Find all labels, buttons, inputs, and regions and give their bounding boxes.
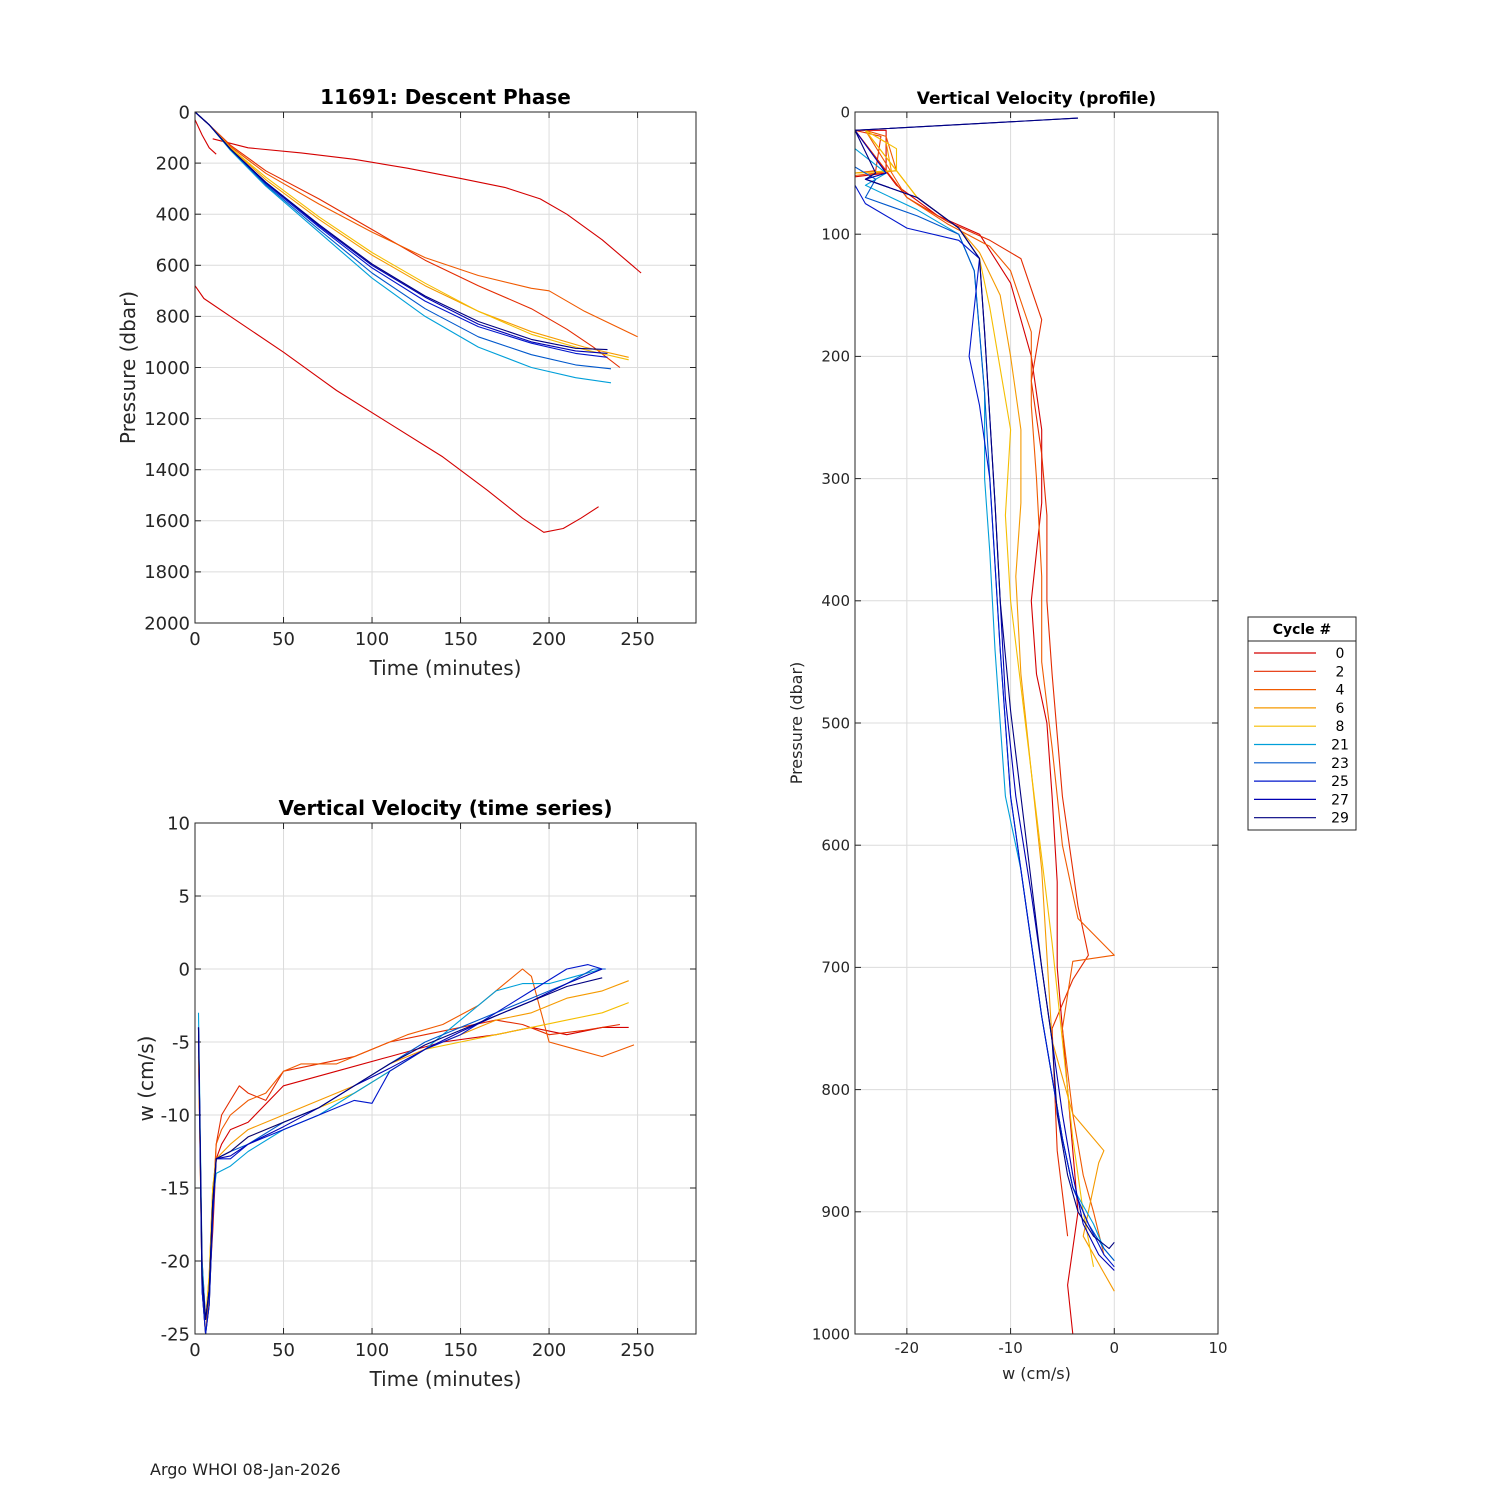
descent-y-tick-label: 600 [156,256,190,277]
vvtime-y-tick-label: -25 [161,1324,190,1345]
vvtime-series-line-cycle-25 [197,964,603,1334]
legend-label-cycle-23: 23 [1331,756,1349,772]
vvprofile-x-tick-label: -20 [895,1339,920,1357]
descent-x-tick-label: 250 [620,629,654,650]
vvtime-x-tick-label: 50 [272,1340,295,1361]
vvprofile-x-axis-label: w (cm/s) [1002,1364,1071,1383]
legend-label-cycle-0: 0 [1336,646,1345,662]
descent-chart: 0 50 100 150 200 250 0 200 400 600 800 1000 1200 1400… [116,85,697,680]
legend-label-cycle-8: 8 [1336,719,1345,735]
legend-label-cycle-4: 4 [1336,683,1345,699]
descent-y-tick-label: 1800 [144,562,190,583]
descent-axes-box [194,111,697,624]
vvprofile-chart: -20 -10 0 100100200300400500600700800900100… [787,89,1357,1383]
legend-label-cycle-29: 29 [1331,811,1349,827]
descent-series-line-cycle-0c [195,285,599,533]
vvprofile-x-tick-label: 10 [1208,1339,1227,1357]
vvprofile-y-tick-label: 400 [821,592,850,610]
descent-series-line-cycle-0a [195,119,217,155]
vvtime-y-axis-label: w (cm/s) [134,1036,158,1122]
vvprofile-y-tick-label: 900 [821,1203,850,1221]
legend-label-cycle-6: 6 [1336,701,1345,717]
descent-x-tick-label: 150 [443,629,477,650]
legend-label-cycle-25: 25 [1331,774,1349,790]
vvprofile-y-tick-label: 800 [821,1081,850,1099]
vvtime-x-tick-label: 100 [355,1340,389,1361]
vvprofile-series-group [855,117,1115,1334]
legend-label-cycle-27: 27 [1331,792,1349,808]
vvtime-x-axis-label: Time (minutes) [369,1367,522,1391]
vvprofile-y-tick-label: 300 [821,470,850,488]
descent-x-tick-label: 100 [355,629,389,650]
vvtime-x-tick-label: 250 [620,1340,654,1361]
descent-y-tick-label: 800 [156,307,190,328]
vvprofile-y-tick-label: 1000 [812,1325,850,1343]
vvtime-y-tick-label: -15 [161,1178,190,1199]
descent-y-axis-label: Pressure (dbar) [116,291,140,444]
vvtime-y-tick-label: -5 [172,1032,190,1053]
vvprofile-axes-box [854,111,1219,1335]
vvtime-x-tick-label: 0 [189,1340,200,1361]
vvprofile-x-tick-label: 0 [1110,1339,1120,1357]
descent-y-tick-label: 400 [156,205,190,226]
descent-y-tick-label: 200 [156,153,190,174]
vvprofile-y-tick-label: 0 [840,103,850,121]
descent-x-tick-label: 200 [532,629,566,650]
vvtime-y-tick-label: 10 [167,813,190,834]
vvprofile-series-line-cycle-8 [855,129,1095,1267]
vvtime-title: Vertical Velocity (time series) [279,796,613,820]
vvprofile-title: Vertical Velocity (profile) [917,89,1156,109]
descent-x-tick-label: 0 [189,629,200,650]
vvtime-axes-box [194,822,697,1335]
descent-series-line-cycle-21 [195,112,612,384]
descent-title: 11691: Descent Phase [320,85,571,109]
vvprofile-y-tick-label: 100 [821,225,850,243]
legend-label-cycle-2: 2 [1336,664,1345,680]
vvprofile-y-tick-label: 200 [821,348,850,366]
vvtime-y-tick-label: 5 [179,886,190,907]
vvprofile-x-tick-label: -10 [998,1339,1023,1357]
vvtime-series-line-cycle-29 [197,977,603,1320]
vvtime-y-tick-label: 0 [179,959,190,980]
legend-title: Cycle # [1273,622,1332,638]
vvprofile-series-line-cycle-29 [855,117,1115,1250]
vvtime-x-tick-label: 150 [443,1340,477,1361]
vvprofile-y-tick-label: 600 [821,836,850,854]
vvtime-x-tick-label: 200 [532,1340,566,1361]
vvtime-series-group [197,964,635,1334]
vvprofile-series-line-cycle-25 [855,185,1115,1268]
descent-x-tick-label: 50 [272,629,295,650]
descent-y-tick-label: 1200 [144,409,190,430]
vvtime-plot-area [195,823,696,1334]
descent-y-tick-label: 0 [179,102,190,123]
vvtime-y-tick-label: -10 [161,1105,190,1126]
vvprofile-y-axis-label: Pressure (dbar) [787,662,806,785]
descent-x-axis-label: Time (minutes) [369,656,522,680]
vvtime-chart: 0 50 100 150 200 250 -25 -20 -15 -10 -5 0 5 10 Vertica… [134,796,697,1391]
descent-y-tick-label: 1400 [144,460,190,481]
vvtime-y-tick-label: -20 [161,1251,190,1272]
vvprofile-series-line-cycle-2 [855,129,1089,1237]
descent-series-line-cycle-29 [195,112,608,351]
descent-series-line-cycle-0b [212,138,642,274]
descent-y-tick-label: 1600 [144,511,190,532]
descent-y-tick-label: 1000 [144,358,190,379]
descent-series-line-cycle-4 [195,112,638,338]
vvprofile-y-tick-label: 700 [821,959,850,977]
descent-series-group [195,112,642,533]
legend: Cycle #0 2 4 6 8 21 23 25 27 29 [1247,616,1357,831]
legend-label-cycle-21: 21 [1331,738,1349,754]
footer-credit: Argo WHOI 08-Jan-2026 [150,1460,341,1479]
vvprofile-y-tick-label: 500 [821,714,850,732]
vvprofile-series-line-cycle-4 [855,129,1115,1255]
descent-y-tick-label: 2000 [144,613,190,634]
